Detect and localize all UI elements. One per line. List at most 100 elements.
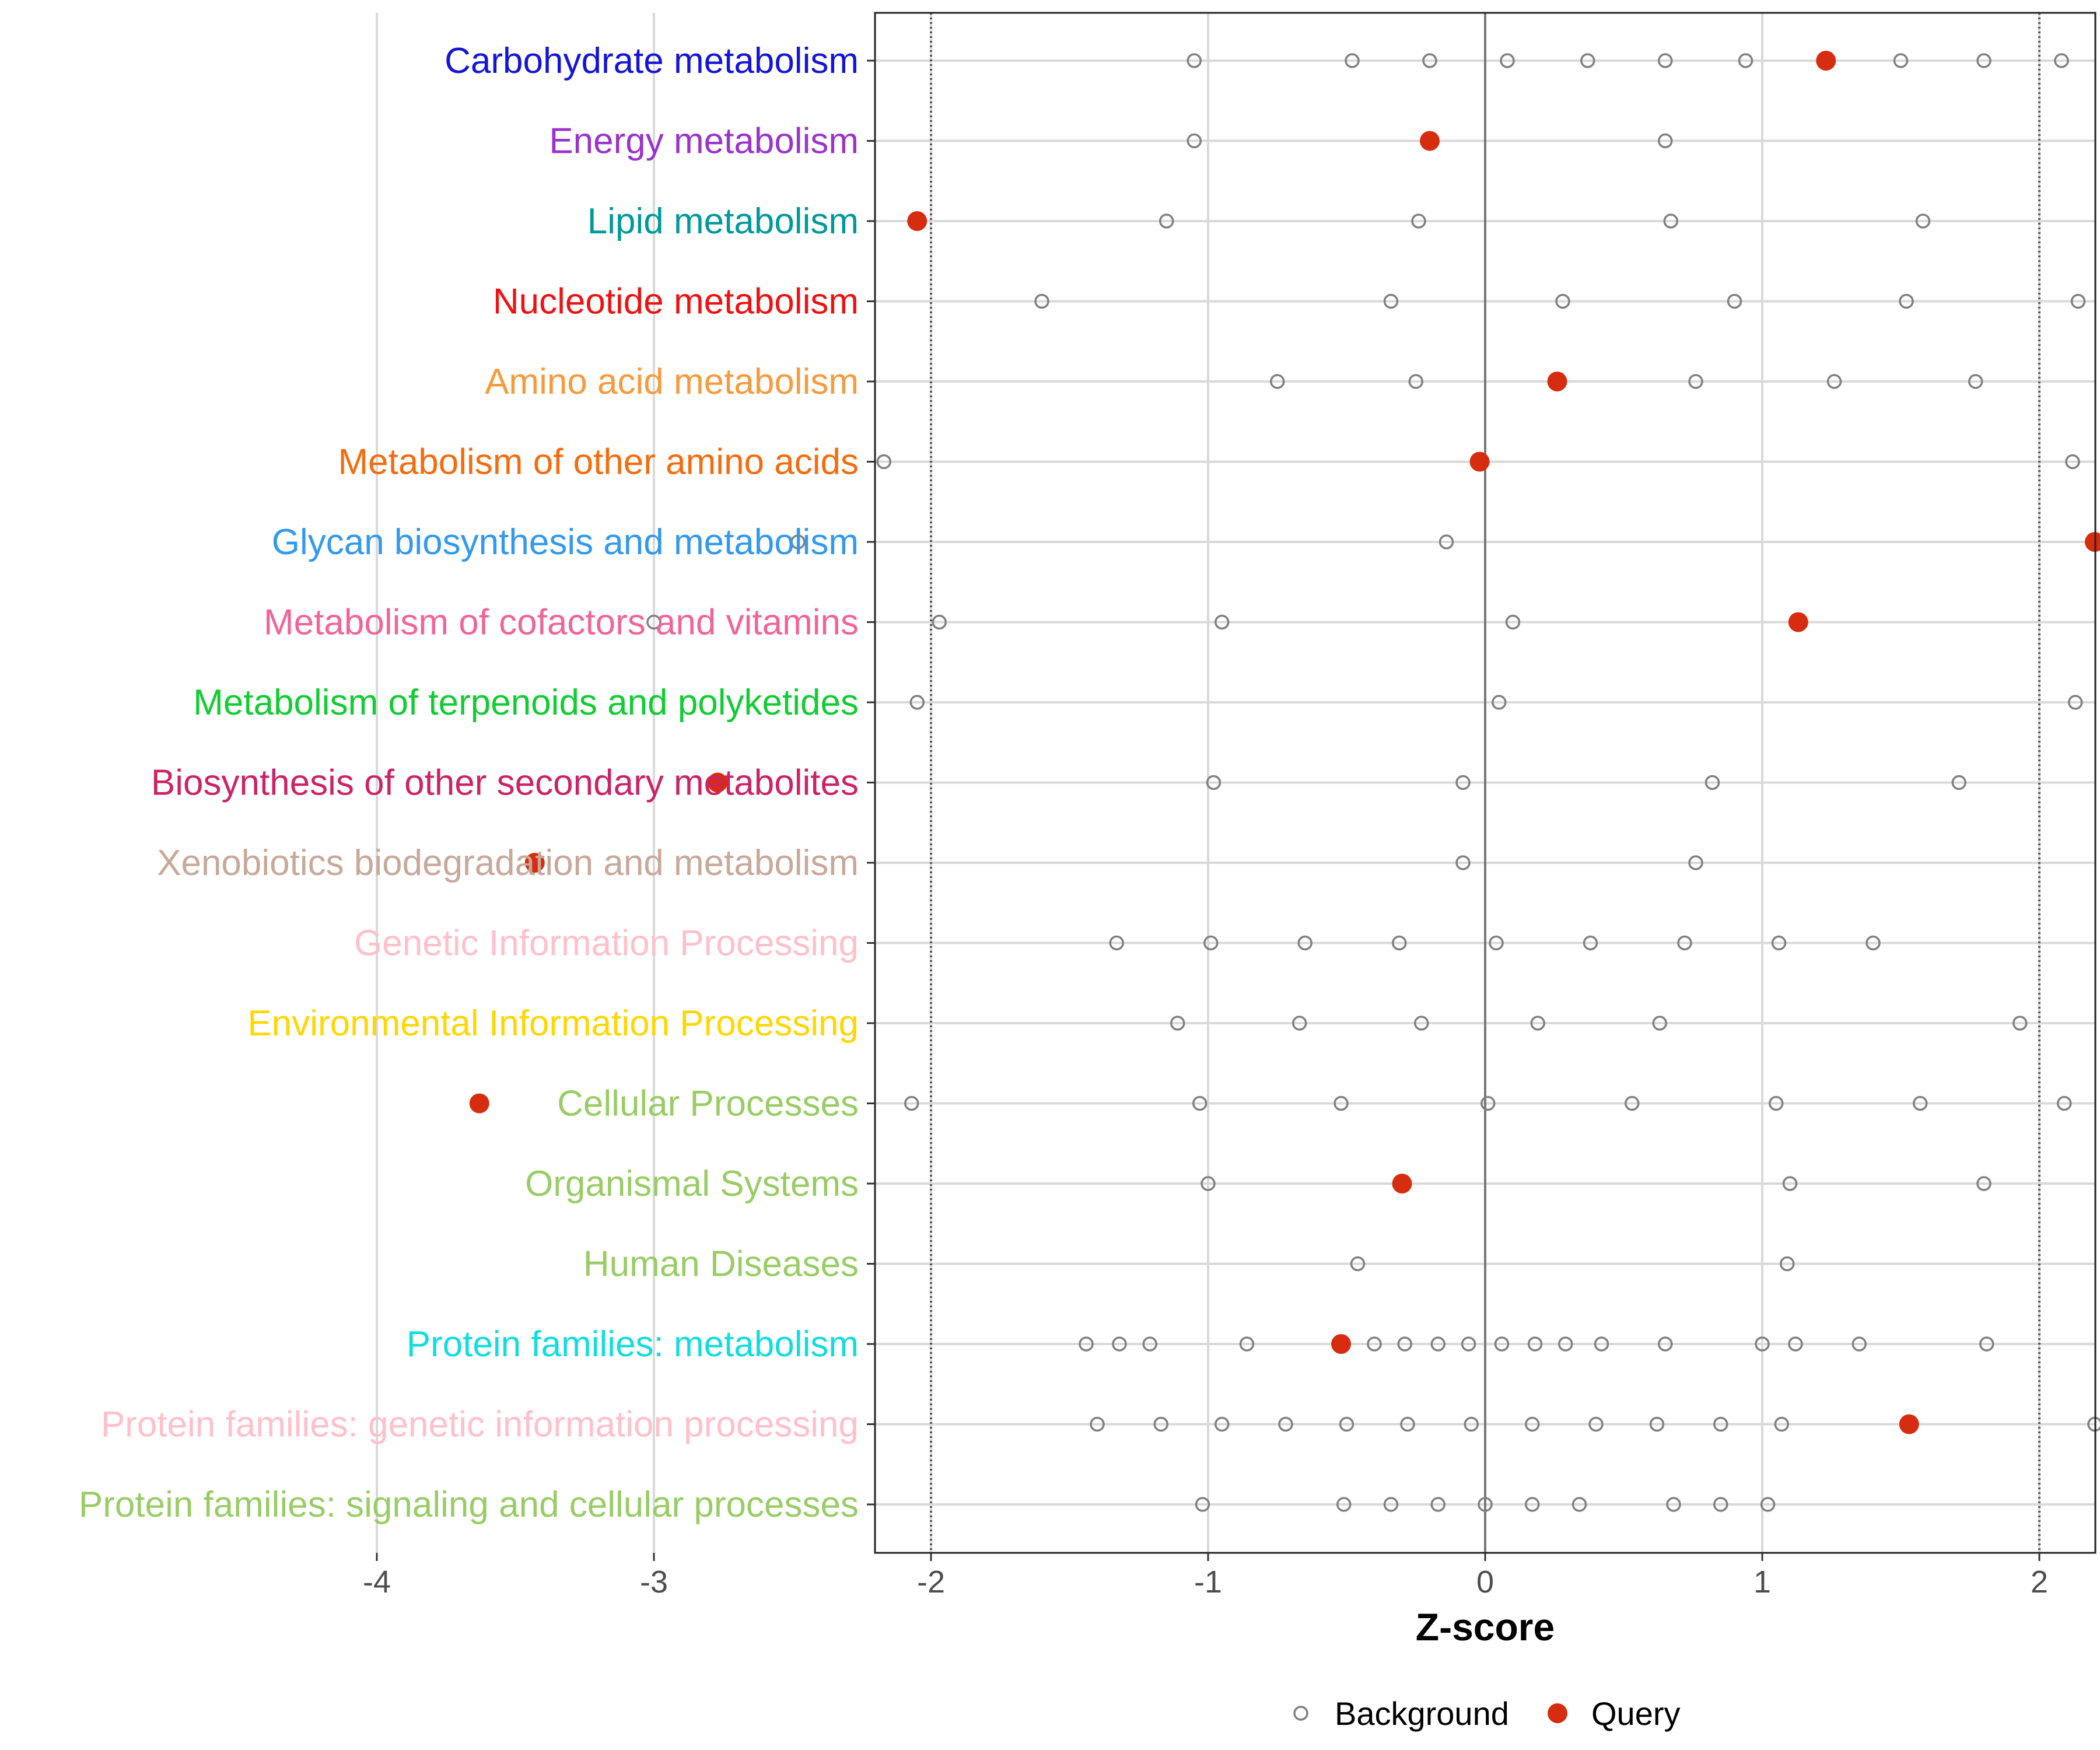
background-point <box>1780 1256 1795 1272</box>
background-point <box>1480 1096 1496 1111</box>
background-point <box>1200 1176 1216 1191</box>
legend: Background Query <box>1293 1695 1681 1732</box>
background-point <box>1142 1336 1157 1352</box>
background-point <box>1755 1336 1770 1352</box>
background-point <box>1334 1096 1349 1111</box>
legend-background-label: Background <box>1335 1695 1509 1732</box>
background-point <box>1588 1416 1604 1432</box>
category-label: Organismal Systems <box>525 1164 859 1204</box>
background-point <box>1782 1176 1798 1191</box>
category-label: Energy metabolism <box>549 121 859 162</box>
background-point <box>1580 53 1595 68</box>
query-point <box>1816 51 1836 71</box>
background-point <box>2068 695 2083 710</box>
background-point <box>1572 1497 1587 1512</box>
category-label: Genetic Information Processing <box>354 923 859 964</box>
category-label: Biosynthesis of other secondary metaboli… <box>151 763 859 803</box>
background-point <box>1893 53 1909 68</box>
background-point <box>2054 53 2069 68</box>
category-label: Carbohydrate metabolism <box>444 41 859 81</box>
background-point <box>1034 293 1049 309</box>
category-label: Glycan biosynthesis and metabolism <box>272 522 859 562</box>
query-point <box>1469 452 1490 472</box>
background-point <box>1336 1497 1352 1512</box>
category-label: Cellular Processes <box>557 1084 859 1124</box>
background-point <box>1866 935 1881 951</box>
query-point <box>708 772 728 793</box>
background-point <box>2057 1096 2072 1111</box>
background-point <box>646 614 662 630</box>
x-ticks: -4-3-2-101234 <box>363 1553 2048 1600</box>
background-point <box>904 1096 919 1111</box>
threshold-lines <box>930 13 2041 1553</box>
background-point <box>1727 293 1742 309</box>
background-point <box>1658 53 1673 68</box>
background-point <box>1270 374 1285 389</box>
background-point <box>1658 133 1673 149</box>
background-point <box>932 614 947 630</box>
background-point <box>1400 1416 1415 1432</box>
background-point <box>1339 1416 1354 1432</box>
background-point <box>1913 1096 1928 1111</box>
background-point <box>1558 1336 1573 1352</box>
x-tick-label: -1 <box>1194 1564 1222 1600</box>
query-point <box>1899 1414 1919 1434</box>
query-point <box>2085 532 2100 552</box>
background-point <box>1186 133 1202 149</box>
background-point <box>1350 1256 1366 1272</box>
category-label: Metabolism of cofactors and vitamins <box>264 603 859 643</box>
legend-background-marker <box>1293 1706 1308 1721</box>
query-point <box>1420 131 1440 151</box>
background-point <box>1397 1336 1412 1352</box>
background-point <box>1663 214 1678 229</box>
background-point <box>2013 1016 2028 1031</box>
background-point <box>1658 1336 1673 1352</box>
background-point <box>1505 614 1521 630</box>
background-point <box>1760 1497 1776 1512</box>
background-point <box>1492 695 1507 710</box>
background-point <box>1383 293 1399 309</box>
background-point <box>1649 1416 1665 1432</box>
background-point <box>1968 374 1983 389</box>
background-point <box>1530 1016 1545 1031</box>
category-label: Metabolism of other amino acids <box>338 442 859 482</box>
category-labels: Carbohydrate metabolism Energy metabolism… <box>79 41 859 1525</box>
background-point <box>1525 1416 1540 1432</box>
category-label: Amino acid metabolism <box>485 362 859 402</box>
category-label: Environmental Information Processing <box>247 1003 859 1044</box>
query-point <box>1788 612 1808 632</box>
background-point <box>1345 53 1360 68</box>
category-label: Human Diseases <box>583 1244 859 1284</box>
background-point <box>1292 1016 1307 1031</box>
category-label: Protein families: metabolism <box>407 1324 859 1364</box>
query-point <box>1547 372 1567 391</box>
background-point <box>1899 293 1914 309</box>
background-point <box>1430 1497 1446 1512</box>
background-point <box>1383 1497 1399 1512</box>
background-point <box>1652 1016 1667 1031</box>
background-point <box>1214 1416 1230 1432</box>
background-point <box>1525 1497 1540 1512</box>
background-point <box>1489 935 1504 951</box>
background-point <box>1769 1096 1784 1111</box>
background-point <box>1826 374 1842 389</box>
x-tick-label: -2 <box>917 1564 945 1600</box>
category-label: Xenobiotics biodegradation and metabolis… <box>157 843 859 883</box>
background-point <box>1774 1416 1789 1432</box>
background-point <box>1239 1336 1255 1352</box>
background-point <box>1206 775 1222 790</box>
category-label: Lipid metabolism <box>587 201 859 242</box>
background-point <box>909 695 925 710</box>
background-point <box>1079 1336 1094 1352</box>
background-point <box>1414 1016 1429 1031</box>
background-point <box>1430 1336 1446 1352</box>
background-point <box>1195 1497 1210 1512</box>
background-point <box>1109 935 1124 951</box>
x-axis-title: Z-score <box>1416 1605 1555 1648</box>
category-label: Nucleotide metabolism <box>493 282 859 322</box>
background-point <box>1527 1336 1543 1352</box>
background-point <box>1915 214 1931 229</box>
background-point <box>1951 775 1966 790</box>
